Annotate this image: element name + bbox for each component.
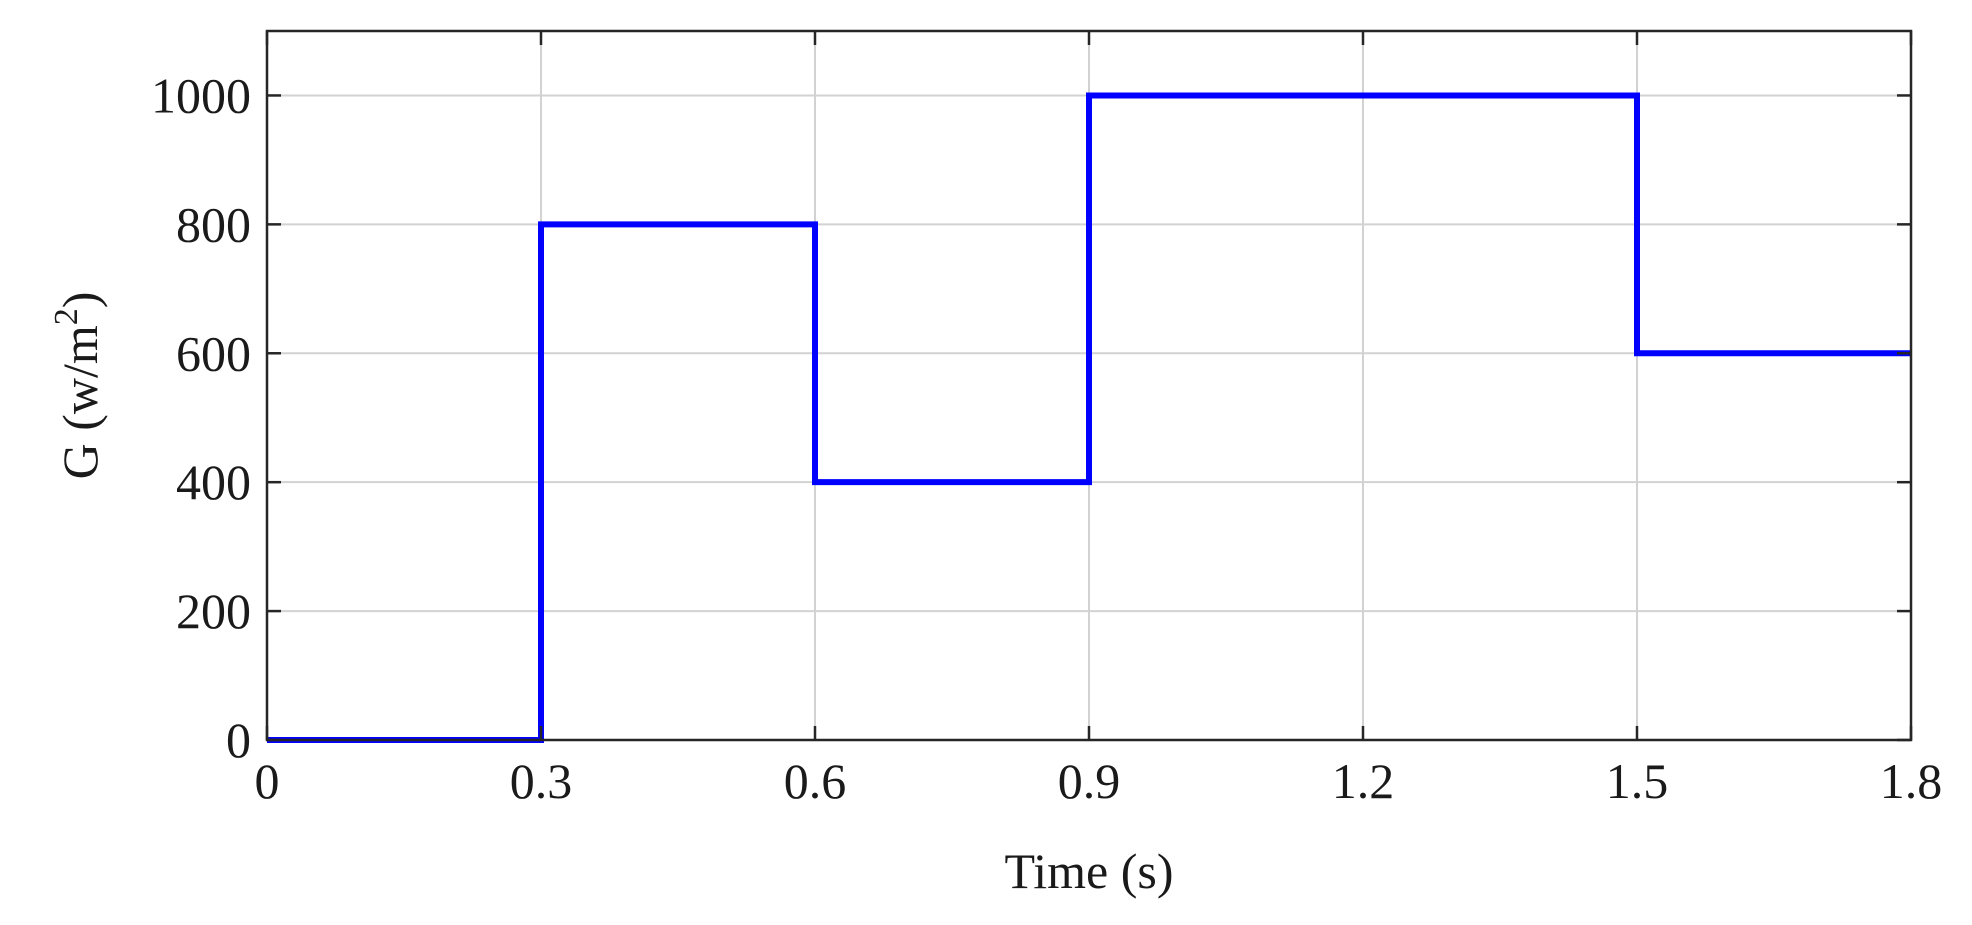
x-tick-label: 1.5 bbox=[1606, 753, 1669, 809]
y-tick-label: 200 bbox=[176, 583, 251, 639]
tick-labels: 0 0.3 0.6 0.9 1.2 1.5 1.8 0 200 400 600 800 1000 bbox=[151, 67, 1942, 809]
y-tick-label: 800 bbox=[176, 196, 251, 252]
y-tick-label: 1000 bbox=[151, 67, 251, 123]
y-tick-label: 400 bbox=[176, 454, 251, 510]
series-line bbox=[267, 92, 1911, 743]
x-tick-label: 0 bbox=[255, 753, 280, 809]
y-axis-label-base: G (w/m bbox=[52, 325, 108, 479]
y-tick-label: 600 bbox=[176, 325, 251, 381]
y-axis-label: G (w/m2) bbox=[48, 292, 108, 480]
x-tick-label: 1.2 bbox=[1332, 753, 1395, 809]
x-tick-label: 1.8 bbox=[1880, 753, 1943, 809]
series-layer bbox=[267, 92, 1911, 743]
y-axis-label-superscript: 2 bbox=[48, 308, 85, 325]
y-axis-label-close: ) bbox=[52, 292, 108, 309]
y-tick-label: 0 bbox=[226, 712, 251, 768]
x-tick-label: 0.9 bbox=[1058, 753, 1121, 809]
x-tick-label: 0.3 bbox=[510, 753, 573, 809]
x-tick-label: 0.6 bbox=[784, 753, 847, 809]
x-axis-label: Time (s) bbox=[1004, 843, 1173, 899]
ticks bbox=[265, 31, 1913, 742]
